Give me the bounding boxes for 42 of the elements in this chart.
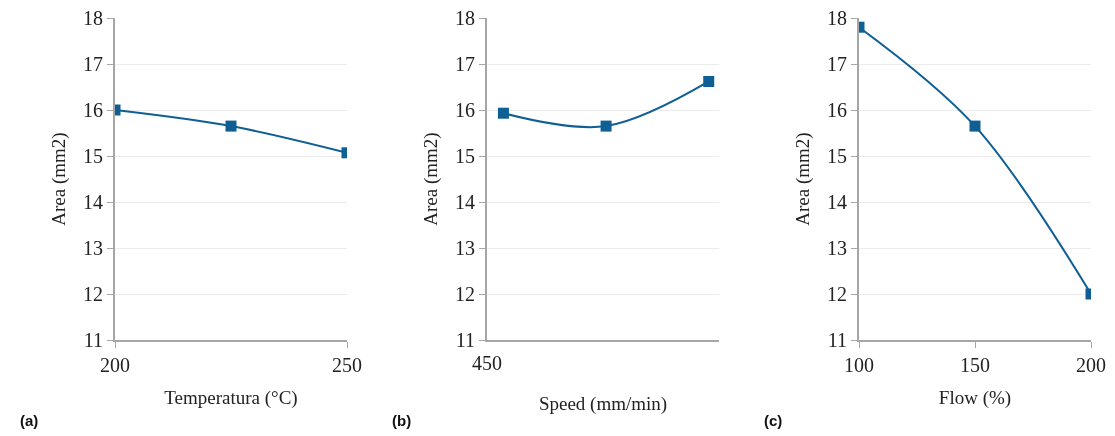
x-tick-label: 200 xyxy=(1076,354,1106,376)
y-tick-label: 15 xyxy=(827,145,847,167)
y-tick-label: 15 xyxy=(83,145,103,167)
x-axis-title: Temperatura (°C) xyxy=(164,387,298,410)
y-tick-label: 12 xyxy=(827,283,847,305)
y-tick-label: 17 xyxy=(83,53,103,75)
y-tick-label: 14 xyxy=(827,191,847,213)
point xyxy=(497,107,509,119)
x-tick-label: 250 xyxy=(332,354,362,376)
x-tick-label: 150 xyxy=(960,354,990,376)
y-tick-label: 16 xyxy=(83,99,103,121)
y-axis-title: Area (mm2) xyxy=(792,132,815,226)
text: (c) xyxy=(764,412,783,429)
y-tick-label: 13 xyxy=(827,237,847,259)
y-tick-label: 18 xyxy=(83,7,103,29)
y-tick-label: 17 xyxy=(455,53,475,75)
y-tick-label: 11 xyxy=(827,329,847,351)
y-tick-label: 16 xyxy=(827,99,847,121)
y-axis-title: Area (mm2) xyxy=(420,132,443,226)
y-tick-label: 12 xyxy=(455,283,475,305)
point xyxy=(703,75,715,87)
y-tick-label: 18 xyxy=(827,7,847,29)
y-axis-title: Area (mm2) xyxy=(48,132,71,226)
text: 450 xyxy=(472,352,502,374)
y-tick-label: 17 xyxy=(827,53,847,75)
y-tick-label: 16 xyxy=(455,99,475,121)
text: (b) xyxy=(392,412,412,429)
x-tick-label: 100 xyxy=(844,354,874,376)
y-tick-label: 18 xyxy=(455,7,475,29)
x-axis-title: Speed (mm/min) xyxy=(538,393,668,416)
y-tick-label: 15 xyxy=(455,145,475,167)
y-tick-label: 14 xyxy=(455,191,475,213)
y-tick-label: 14 xyxy=(83,191,103,213)
y-tick-label: 11 xyxy=(455,329,475,351)
x-tick-label: 200 xyxy=(100,354,130,376)
point xyxy=(600,120,612,132)
y-tick-label: 13 xyxy=(83,237,103,259)
text: (a) xyxy=(20,412,39,429)
y-tick-label: 12 xyxy=(83,283,103,305)
y-tick-label: 11 xyxy=(83,329,103,351)
y-tick-label: 13 xyxy=(455,237,475,259)
x-axis-title: Flow (%) xyxy=(938,387,1012,410)
